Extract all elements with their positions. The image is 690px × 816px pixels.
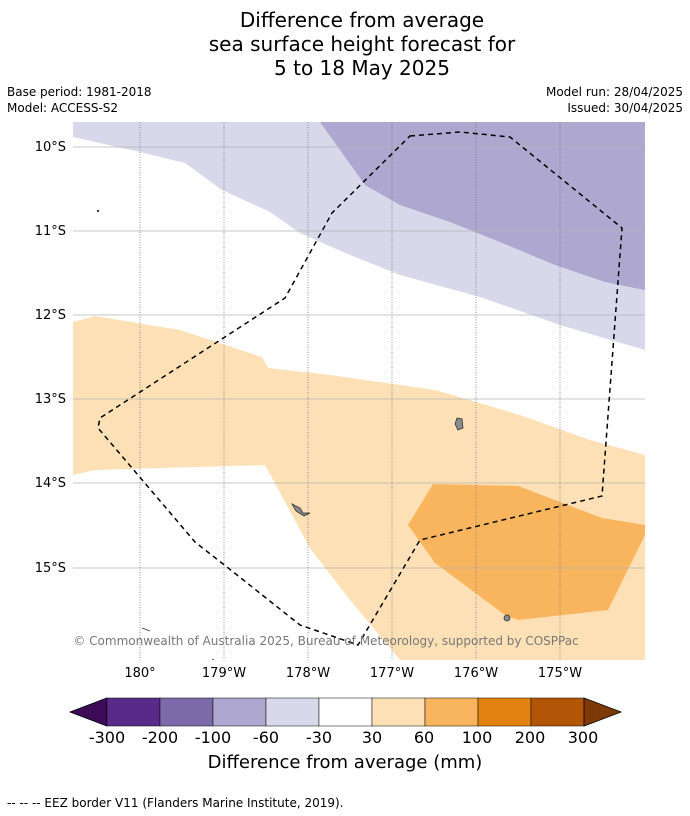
colorbar-label: Difference from average (mm) (207, 752, 483, 773)
lat-label: 11°S (35, 224, 66, 239)
lon-label: 180° (124, 666, 155, 681)
lat-label: 12°S (35, 308, 66, 323)
colorbar-tick: 200 (515, 728, 546, 747)
colorbar-segment (371, 697, 426, 727)
issued-date: Issued: 30/04/2025 (567, 101, 683, 115)
lon-label: 176°W (454, 666, 498, 681)
colorbar-tick: -30 (306, 728, 332, 747)
colorbar-segment (265, 697, 320, 727)
colorbar-tick: 30 (362, 728, 382, 747)
colorbar-segment (477, 697, 532, 727)
title-line-3: 5 to 18 May 2025 (274, 56, 450, 80)
meta-left: Base period: 1981-2018 Model: ACCESS-S2 (7, 84, 152, 116)
title-line-1: Difference from average (239, 8, 485, 32)
lat-label: 10°S (35, 140, 66, 155)
lat-label: 14°S (35, 476, 66, 491)
colorbar-segment (159, 697, 214, 727)
colorbar-extend-high (583, 697, 623, 727)
colorbar-tick: -200 (142, 728, 178, 747)
colorbar-segment (530, 697, 585, 727)
meta-right: Model run: 28/04/2025 Issued: 30/04/2025 (546, 84, 683, 116)
map-title: Difference from average sea surface heig… (0, 8, 690, 80)
base-period: Base period: 1981-2018 (7, 85, 152, 99)
colorbar-tick: -100 (195, 728, 231, 747)
colorbar-tick: 100 (462, 728, 493, 747)
lat-label: 13°S (35, 392, 66, 407)
map-plot-area (73, 122, 645, 660)
lon-label: 178°W (286, 666, 330, 681)
colorbar-segment (106, 697, 161, 727)
lat-labels: 10°S 11°S 12°S 13°S 14°S 15°S (35, 140, 66, 576)
title-line-2: sea surface height forecast for (208, 32, 516, 56)
lon-label: 175°W (538, 666, 582, 681)
colorbar-tick: 60 (414, 728, 434, 747)
eez-border (97, 131, 623, 646)
grid-lines (73, 146, 645, 569)
model-run: Model run: 28/04/2025 (545, 85, 683, 99)
band-plus60 (408, 484, 645, 620)
eez-legend-note: -- -- -- EEZ border V11 (Flanders Marine… (7, 796, 344, 810)
lon-label: 179°W (202, 666, 246, 681)
copyright-notice: © Commonwealth of Australia 2025, Bureau… (73, 634, 578, 648)
colorbar (68, 697, 623, 727)
colorbar-extend-low (68, 697, 108, 727)
colorbar-segment (212, 697, 267, 727)
colorbar-tick: -60 (253, 728, 279, 747)
colorbar-segment (318, 697, 373, 727)
colorbar-segment (424, 697, 479, 727)
lon-labels: 180° 179°W 178°W 177°W 176°W 175°W (124, 666, 582, 681)
colorbar-tick: 300 (568, 728, 599, 747)
band-minus60 (320, 122, 645, 290)
islands (96, 209, 511, 660)
lon-label: 177°W (370, 666, 414, 681)
lat-label: 15°S (35, 561, 66, 576)
colorbar-tick: -300 (89, 728, 125, 747)
colorbar-ticks: -300 -200 -100 -60 -30 30 60 100 200 300 (89, 728, 598, 747)
model-name: Model: ACCESS-S2 (7, 101, 119, 115)
